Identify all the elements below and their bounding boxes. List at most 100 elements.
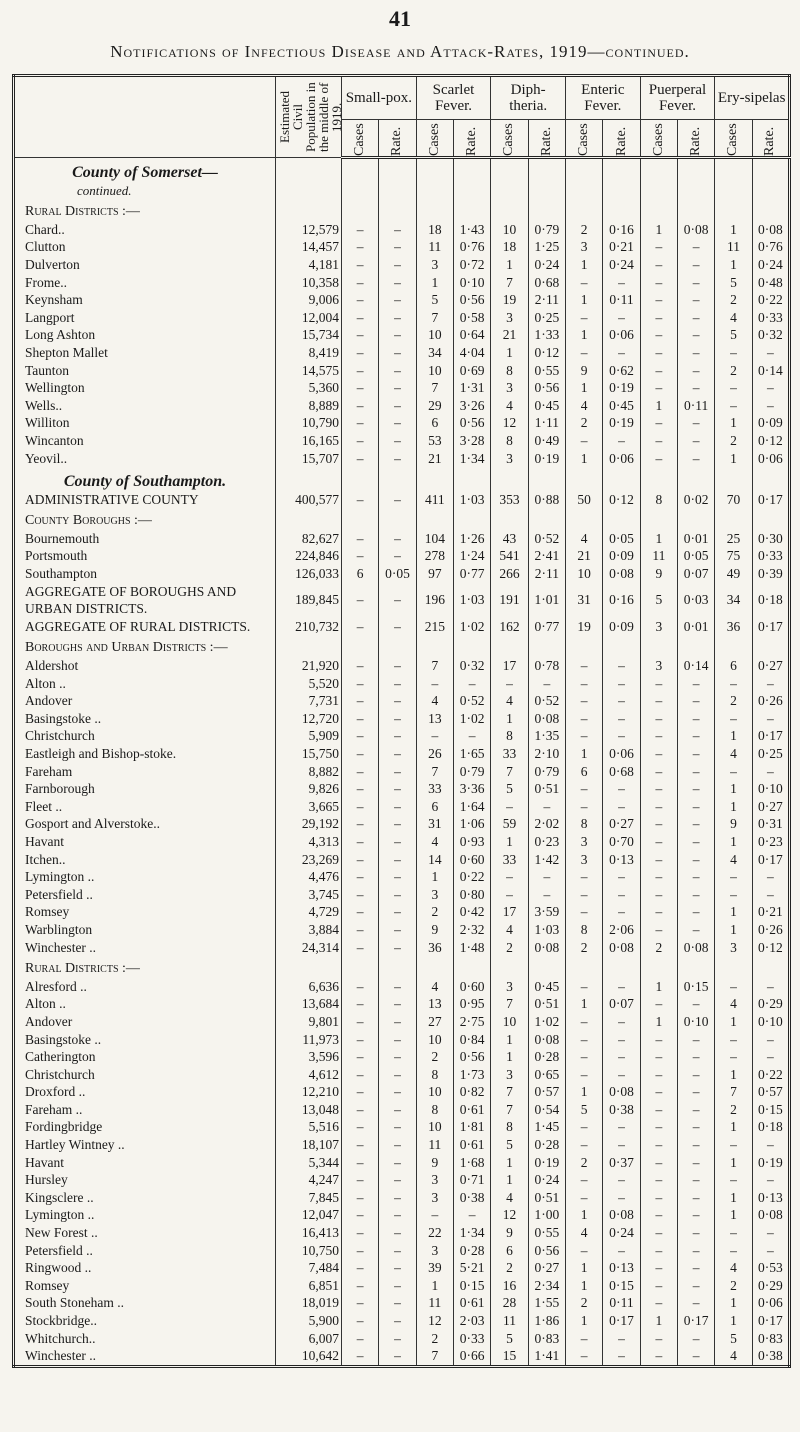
cell: – [378,431,417,450]
cell: 7 [415,1347,454,1367]
district-name: ADMINISTRATIVE COUNTY [13,490,276,509]
cell: 0·06 [602,449,641,468]
cell: – [340,308,379,327]
empty-cell [527,157,566,200]
population: 18,019 [275,1294,342,1312]
cell: – [340,1118,379,1137]
population-header: Estimated Civil Population in the middle… [275,75,342,158]
cell: 33 [490,850,529,869]
cell: 215 [415,617,454,636]
cell: 0·08 [527,709,566,728]
cell: 0·38 [452,1188,491,1207]
cell: – [340,449,379,468]
cell: – [340,291,379,309]
cell: 1 [490,1153,529,1172]
cell: 2 [714,431,753,450]
table-row: Whitchurch.. 6,007– –2 0·33 5 0·83– – – –5 0·83 [13,1329,790,1348]
cell: – [676,291,715,309]
population: 9,801 [275,1012,342,1031]
cell: 1 [714,1188,753,1207]
cell: – [340,1048,379,1066]
cell: 10 [415,1030,454,1049]
cell: 0·39 [751,565,790,583]
cell: 0·16 [602,582,641,618]
population: 400,577 [275,490,342,509]
cell: – [676,1118,715,1137]
population: 6,851 [275,1276,342,1295]
cell: 0·17 [676,1312,715,1330]
cell: – [602,885,641,904]
cell: 7 [490,1083,529,1101]
cell: – [676,1136,715,1154]
district-name: Warblington [13,920,276,939]
cell: 21 [415,449,454,468]
cell: 6 [415,414,454,432]
cell: 34 [415,343,454,362]
empty-cell [490,467,529,491]
disease-header: Puerperal Fever. [639,75,715,120]
population: 12,210 [275,1083,342,1101]
cell: – [452,1206,491,1225]
empty-cell [602,508,641,530]
district-name: Lymington .. [13,868,276,886]
empty-cell [452,508,491,530]
cell: – [378,780,417,798]
district-name: Kingsclere .. [13,1188,276,1207]
population: 23,269 [275,850,342,869]
empty-cell [275,157,342,200]
cell: 1 [714,727,753,745]
cell: – [564,797,603,816]
cell: 17 [490,657,529,675]
cell: 1·45 [527,1118,566,1137]
cell: 0·11 [602,291,641,309]
cell: – [714,1048,753,1066]
cell: – [378,1206,417,1225]
cell: – [602,1329,641,1348]
empty-cell [714,956,753,978]
cell: – [714,709,753,728]
cell: – [340,815,379,833]
cell: 0·71 [452,1171,491,1189]
cell: – [340,903,379,921]
district-name: Shepton Mallet [13,343,276,362]
cell: 278 [415,547,454,566]
cell: 1·33 [527,326,566,344]
cell: 0·65 [527,1065,566,1084]
district-name: Frome.. [13,273,276,292]
cell: – [340,977,379,996]
cell: 0·24 [751,255,790,274]
empty-cell [340,157,379,200]
cell: 0·19 [527,1153,566,1172]
cell: 9 [415,920,454,939]
cell: 0·17 [751,1312,790,1330]
disease-name: Enteric Fever. [581,82,625,114]
cell: – [378,1136,417,1154]
population: 12,004 [275,308,342,327]
cell: – [639,238,678,256]
empty-cell [602,635,641,658]
cell: – [602,657,641,675]
cell: – [676,431,715,450]
subcolumn-label: Cases [576,123,592,156]
district-name: Keynsham [13,291,276,309]
cell: 0·29 [751,1276,790,1295]
empty-cell [602,157,641,200]
section-title: County of Southampton. [63,473,227,491]
cell: – [378,995,417,1013]
cell: – [676,709,715,728]
district-name: Romsey [13,903,276,921]
cell: 0·88 [527,490,566,509]
cell: 3 [639,617,678,636]
empty-cell [564,508,603,530]
district-name: New Forest .. [13,1224,276,1242]
cell: 0·24 [602,255,641,274]
table-row: Eastleigh and Bishop-stoke. 15,750– –26 1·6… [13,745,790,763]
section-row: County of Southampton. [13,467,790,491]
cell: 5 [714,1329,753,1348]
subcolumn-label: Cases [352,123,368,156]
cell: 1 [490,1048,529,1066]
cell: 31 [415,815,454,833]
cell: – [639,674,678,693]
cell: – [602,1241,641,1260]
population: 12,047 [275,1206,342,1225]
